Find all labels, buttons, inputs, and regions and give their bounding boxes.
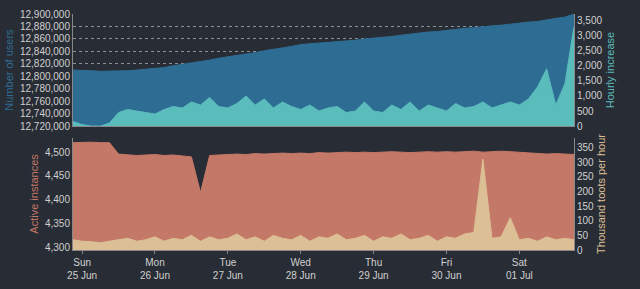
svg-text:3,500: 3,500 — [577, 15, 602, 26]
svg-text:4,350: 4,350 — [45, 218, 70, 229]
svg-text:Tue27 Jun: Tue27 Jun — [213, 257, 243, 281]
svg-text:Active instances: Active instances — [28, 154, 40, 234]
svg-text:Mon26 Jun: Mon26 Jun — [140, 257, 170, 281]
svg-text:350: 350 — [577, 142, 594, 153]
svg-text:0: 0 — [577, 245, 583, 256]
svg-text:12,880,000: 12,880,000 — [20, 21, 70, 32]
svg-text:12,860,000: 12,860,000 — [20, 33, 70, 44]
svg-text:Thousand toots per hour: Thousand toots per hour — [595, 134, 607, 254]
svg-text:12,800,000: 12,800,000 — [20, 71, 70, 82]
svg-text:250: 250 — [577, 171, 594, 182]
svg-text:4,450: 4,450 — [45, 170, 70, 181]
svg-text:4,500: 4,500 — [45, 147, 70, 158]
svg-text:12,900,000: 12,900,000 — [20, 9, 70, 20]
svg-text:150: 150 — [577, 201, 594, 212]
svg-text:300: 300 — [577, 157, 594, 168]
svg-text:12,720,000: 12,720,000 — [20, 121, 70, 132]
svg-text:50: 50 — [577, 230, 589, 241]
svg-text:4,300: 4,300 — [45, 242, 70, 253]
svg-text:12,780,000: 12,780,000 — [20, 83, 70, 94]
svg-text:2,500: 2,500 — [577, 45, 602, 56]
svg-text:Wed28 Jun: Wed28 Jun — [286, 257, 316, 281]
svg-text:Fri30 Jun: Fri30 Jun — [431, 257, 461, 281]
svg-text:1,000: 1,000 — [577, 90, 602, 101]
svg-text:Thu29 Jun: Thu29 Jun — [359, 257, 389, 281]
svg-text:1,500: 1,500 — [577, 75, 602, 86]
svg-text:200: 200 — [577, 186, 594, 197]
svg-text:Sat01 Jul: Sat01 Jul — [506, 257, 533, 281]
svg-text:Number of users: Number of users — [3, 29, 15, 111]
svg-text:12,740,000: 12,740,000 — [20, 108, 70, 119]
svg-text:0: 0 — [577, 121, 583, 132]
svg-text:Sun25 Jun: Sun25 Jun — [67, 257, 97, 281]
svg-text:12,820,000: 12,820,000 — [20, 58, 70, 69]
svg-text:2,000: 2,000 — [577, 60, 602, 71]
svg-text:3,000: 3,000 — [577, 30, 602, 41]
svg-text:Hourly increase: Hourly increase — [604, 32, 616, 108]
svg-text:12,760,000: 12,760,000 — [20, 96, 70, 107]
svg-text:12,840,000: 12,840,000 — [20, 46, 70, 57]
svg-text:4,400: 4,400 — [45, 194, 70, 205]
svg-text:500: 500 — [577, 106, 594, 117]
svg-text:100: 100 — [577, 215, 594, 226]
